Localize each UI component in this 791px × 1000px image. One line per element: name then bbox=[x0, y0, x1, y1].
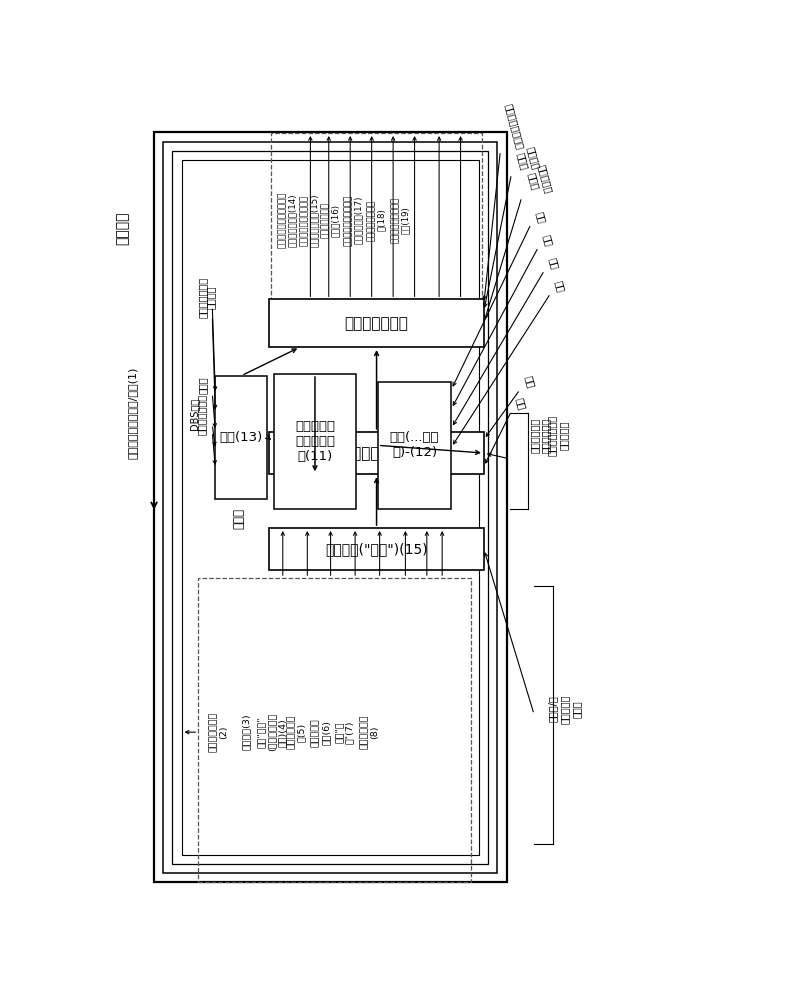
Text: DBS定位: DBS定位 bbox=[189, 398, 199, 430]
Bar bbox=[215, 376, 267, 499]
Text: 在去噪之前验证位
量(18): 在去噪之前验证位 量(18) bbox=[367, 200, 386, 241]
Bar bbox=[163, 142, 498, 873]
Text: 在数据/图
像捕获方法
与系统: 在数据/图 像捕获方法 与系统 bbox=[548, 694, 581, 724]
Text: 手术工具的
定位(6): 手术工具的 定位(6) bbox=[311, 718, 331, 747]
Text: 分割肿瘤、神
经节、脑结构: 分割肿瘤、神 经节、脑结构 bbox=[529, 418, 551, 453]
Text: 白质: 白质 bbox=[534, 210, 547, 224]
Text: 在切除之后更新组织
图像(19): 在切除之后更新组织 图像(19) bbox=[391, 197, 411, 243]
Bar bbox=[182, 160, 479, 855]
Text: 神经: 神经 bbox=[547, 256, 560, 270]
Text: 应变: 应变 bbox=[542, 233, 554, 247]
Text: 生物机械模型中的经更
新的组织刚度(17): 生物机械模型中的经更 新的组织刚度(17) bbox=[343, 194, 363, 246]
Bar bbox=[274, 374, 357, 509]
Bar bbox=[271, 133, 482, 309]
Text: 统一的数据表示: 统一的数据表示 bbox=[345, 316, 408, 331]
Text: 基于端口的程序: 基于端口的程序 bbox=[197, 394, 207, 435]
Text: 输入信息的反复更新/细化(1): 输入信息的反复更新/细化(1) bbox=[127, 366, 138, 459]
Text: 脑生物机械模型
(2): 脑生物机械模型 (2) bbox=[209, 712, 228, 752]
Text: 移位: 移位 bbox=[554, 279, 566, 293]
Text: 术中系统: 术中系统 bbox=[115, 211, 129, 245]
Text: 开颅术: 开颅术 bbox=[232, 508, 245, 529]
Bar bbox=[269, 299, 484, 347]
Text: 连接的区域
优先权: 连接的区域 优先权 bbox=[525, 163, 554, 197]
Text: 基于端口的程序: 基于端口的程序 bbox=[198, 277, 208, 318]
Bar bbox=[154, 132, 506, 882]
Text: 置内程序: 置内程序 bbox=[206, 285, 215, 309]
Text: 术前"图
像"(7): 术前"图 像"(7) bbox=[335, 720, 354, 744]
Bar bbox=[378, 382, 452, 509]
Text: 端口位置(3): 端口位置(3) bbox=[241, 714, 251, 750]
Bar bbox=[269, 528, 484, 570]
Text: 数据融合("配准")(15): 数据融合("配准")(15) bbox=[325, 542, 428, 556]
Text: 经排序的
优先权: 经排序的 优先权 bbox=[514, 146, 542, 174]
Text: 经校正的：图像（前后关
系的和局部的）(14): 经校正的：图像（前后关 系的和局部的）(14) bbox=[278, 192, 297, 248]
Text: 库活检: 库活检 bbox=[198, 377, 208, 394]
Text: 标准(...的损
伤)-(12): 标准(...的损 伤)-(12) bbox=[390, 431, 439, 459]
Text: 已连接的大脑皮层: 已连接的大脑皮层 bbox=[504, 103, 525, 151]
Text: 实况"图像"
(多方式、多分
辨率)(4): 实况"图像" (多方式、多分 辨率)(4) bbox=[257, 713, 286, 751]
Text: 经长、以用于神
经外科手术: 经长、以用于神 经外科手术 bbox=[547, 415, 568, 456]
Text: 程序(13): 程序(13) bbox=[220, 431, 263, 444]
Text: 术前导航方案
(8): 术前导航方案 (8) bbox=[360, 715, 380, 749]
Bar bbox=[269, 432, 484, 474]
Text: 经校正的规划路径（要
避开的脑沟等）(15): 经校正的规划路径（要 避开的脑沟等）(15) bbox=[300, 193, 319, 247]
Text: 手术工具的标
识(5): 手术工具的标 识(5) bbox=[286, 715, 306, 749]
Text: 用于微创手
术的导引系
统(11): 用于微创手 术的导引系 统(11) bbox=[295, 420, 335, 463]
Text: 截取: 截取 bbox=[523, 375, 536, 389]
Bar bbox=[172, 151, 488, 864]
Bar bbox=[199, 578, 471, 882]
Text: 血量: 血量 bbox=[514, 396, 528, 411]
Text: 经更新的端口插
入路径(16): 经更新的端口插 入路径(16) bbox=[321, 202, 340, 238]
Text: 数据分析(16): 数据分析(16) bbox=[343, 446, 411, 461]
